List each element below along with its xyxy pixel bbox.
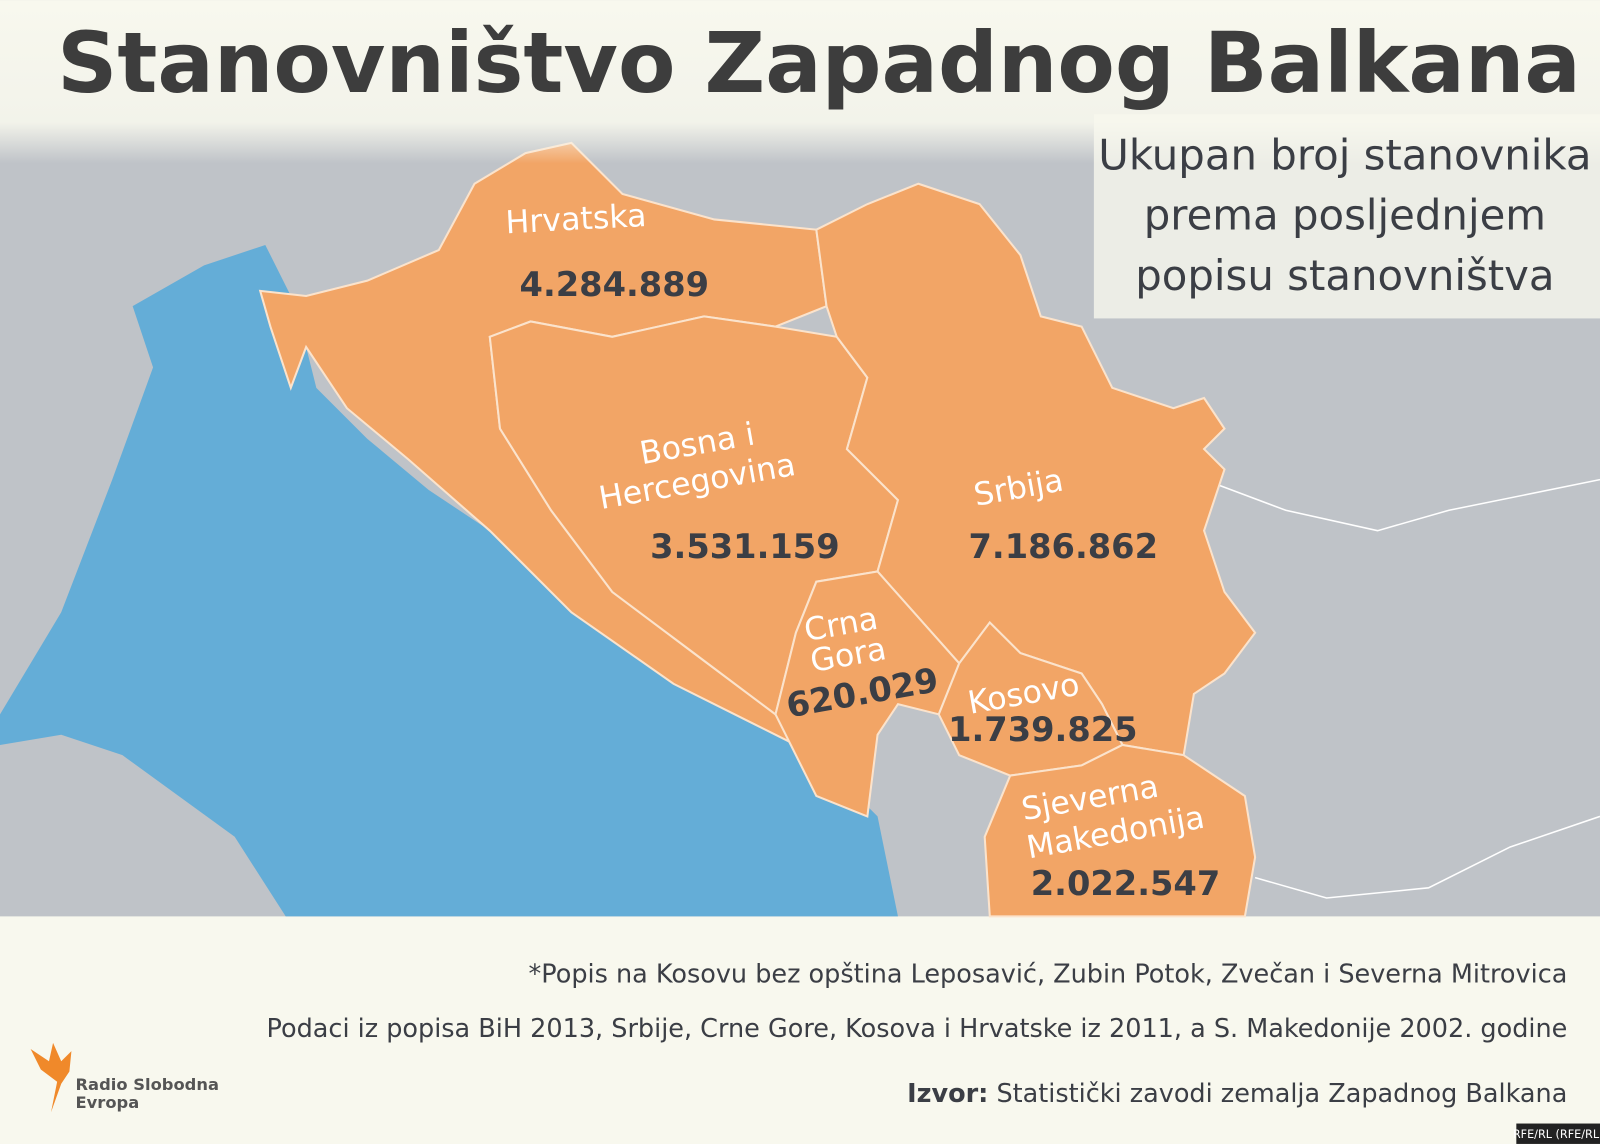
border — [1203, 478, 1600, 899]
region-makedonija — [983, 743, 1257, 918]
title: Stanovništvo Zapadnog Balkana — [57, 14, 1581, 112]
sea — [0, 244, 898, 917]
logo-text: Evropa — [76, 1093, 140, 1112]
credit: RFE/RL (RFE/RL) — [1513, 1128, 1600, 1141]
logo-torch — [30, 1042, 72, 1113]
data-note: Podaci iz popisa BiH 2013, Srbije, Crne … — [267, 1014, 1568, 1044]
region-population: 3.531.159 — [650, 527, 840, 566]
subtitle-box — [1093, 114, 1600, 319]
subtitle-line: prema posljednjem — [1144, 191, 1546, 240]
region-population: 7.186.862 — [969, 527, 1159, 566]
region-population: 2.022.547 — [1031, 864, 1221, 903]
logo: Radio Slobodna Evropa — [30, 1042, 219, 1113]
credit-box — [1516, 1123, 1600, 1144]
subtitle: Ukupan broj stanovnika prema posljednjem… — [1098, 130, 1591, 299]
logo-text: Radio Slobodna — [76, 1075, 219, 1094]
region-name: Hrvatska — [505, 198, 648, 241]
subtitle-line: Ukupan broj stanovnika — [1098, 130, 1591, 179]
source-text: Statistički zavodi zemalja Zapadnog Balk… — [996, 1079, 1567, 1109]
region-crna-gora — [774, 570, 961, 818]
source-label: Izvor: — [907, 1079, 988, 1109]
region-population: 1.739.825 — [948, 710, 1138, 749]
region-population: 4.284.889 — [520, 265, 710, 304]
region-srbija — [815, 182, 1257, 757]
subtitle-line: popisu stanovništva — [1135, 251, 1554, 300]
footnote: *Popis na Kosovu bez opština Leposavić, … — [529, 960, 1568, 990]
source: Izvor: Statistički zavodi zemalja Zapadn… — [907, 1079, 1567, 1109]
